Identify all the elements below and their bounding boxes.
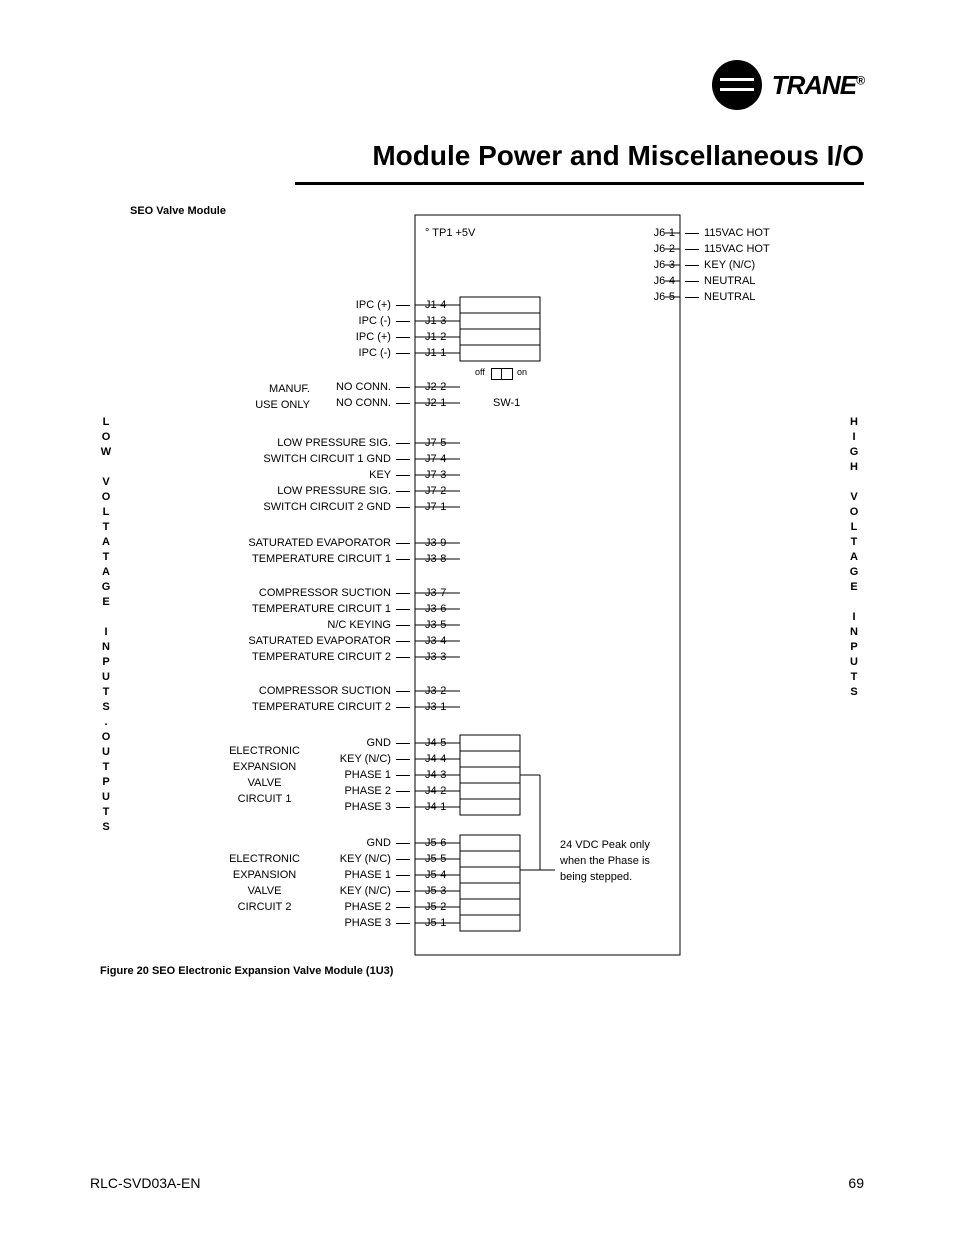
tp1-label: ° TP1 +5V: [425, 227, 475, 239]
module-title: SEO Valve Module: [130, 205, 226, 217]
module-outline: [100, 205, 860, 965]
pin-label: J4-2: [425, 785, 446, 797]
signal-label: N/C KEYING: [327, 619, 410, 631]
signal-label: TEMPERATURE CIRCUIT 2: [252, 701, 410, 713]
pin-label: J6-5: [654, 291, 675, 303]
signal-label: PHASE 1: [344, 769, 410, 781]
signal-label: GND: [367, 737, 411, 749]
pin-label: J7-5: [425, 437, 446, 449]
pin-label: J7-2: [425, 485, 446, 497]
pin-label: J1-1: [425, 347, 446, 359]
page-number: 69: [848, 1175, 864, 1191]
pin-label: J3-4: [425, 635, 446, 647]
signal-label: 115VAC HOT: [685, 227, 770, 239]
figure-caption: Figure 20 SEO Electronic Expansion Valve…: [100, 965, 393, 977]
signal-label: SATURATED EVAPORATOR: [248, 635, 410, 647]
pin-label: J3-8: [425, 553, 446, 565]
signal-label: NO CONN.: [336, 381, 410, 393]
pin-label: J5-1: [425, 917, 446, 929]
signal-label: PHASE 2: [344, 785, 410, 797]
page-title: Module Power and Miscellaneous I/O: [372, 140, 864, 172]
pin-label: J6-1: [654, 227, 675, 239]
pin-label: J3-1: [425, 701, 446, 713]
pin-label: J6-2: [654, 243, 675, 255]
sw-on-label: on: [517, 367, 527, 377]
signal-label: GND: [367, 837, 411, 849]
right-side-label: HIGH VOLTAGE INPUTS: [848, 415, 860, 700]
pin-label: J4-5: [425, 737, 446, 749]
signal-label: TEMPERATURE CIRCUIT 1: [252, 603, 410, 615]
signal-label: KEY (N/C): [340, 753, 410, 765]
sw1-label: SW-1: [493, 397, 520, 409]
signal-label: KEY (N/C): [340, 853, 410, 865]
pin-label: J3-5: [425, 619, 446, 631]
pin-label: J5-3: [425, 885, 446, 897]
pin-label: J4-1: [425, 801, 446, 813]
signal-label: NEUTRAL: [685, 291, 755, 303]
signal-label: PHASE 2: [344, 901, 410, 913]
pin-label: J2-2: [425, 381, 446, 393]
signal-label: NEUTRAL: [685, 275, 755, 287]
pin-label: J3-2: [425, 685, 446, 697]
module-diagram: SEO Valve Module ° TP1 +5V J6-1 115VAC H…: [100, 205, 860, 965]
j2-group-label: MANUF.USE ONLY: [255, 381, 310, 413]
j5-group-label: ELECTRONICEXPANSIONVALVECIRCUIT 2: [229, 851, 300, 915]
signal-label: LOW PRESSURE SIG.: [277, 437, 410, 449]
j4-group-label: ELECTRONICEXPANSIONVALVECIRCUIT 1: [229, 743, 300, 807]
doc-id: RLC-SVD03A-EN: [90, 1175, 200, 1191]
signal-label: TEMPERATURE CIRCUIT 1: [252, 553, 410, 565]
left-side-label: LOW VOLTATAGE INPUTS.OUTPUTS: [100, 415, 112, 835]
pin-label: J5-5: [425, 853, 446, 865]
pin-label: J1-3: [425, 315, 446, 327]
signal-label: PHASE 3: [344, 801, 410, 813]
pin-label: J1-2: [425, 331, 446, 343]
signal-label: SWITCH CIRCUIT 2 GND: [263, 501, 410, 513]
pin-label: J5-4: [425, 869, 446, 881]
signal-label: NO CONN.: [336, 397, 410, 409]
pin-label: J7-1: [425, 501, 446, 513]
signal-label: TEMPERATURE CIRCUIT 2: [252, 651, 410, 663]
pin-label: J5-2: [425, 901, 446, 913]
signal-label: LOW PRESSURE SIG.: [277, 485, 410, 497]
signal-label: IPC (+): [356, 331, 410, 343]
pin-label: J6-3: [654, 259, 675, 271]
signal-label: IPC (-): [359, 315, 410, 327]
j5-note: 24 VDC Peak onlywhen the Phase isbeing s…: [560, 837, 650, 885]
pin-label: J6-4: [654, 275, 675, 287]
signal-label: PHASE 3: [344, 917, 410, 929]
pin-label: J2-1: [425, 397, 446, 409]
signal-label: IPC (-): [359, 347, 410, 359]
brand-text: TRANE®: [772, 70, 864, 101]
signal-label: COMPRESSOR SUCTION: [259, 685, 410, 697]
brand-logo: TRANE®: [712, 60, 864, 110]
signal-label: COMPRESSOR SUCTION: [259, 587, 410, 599]
pin-label: J3-3: [425, 651, 446, 663]
pin-label: J7-3: [425, 469, 446, 481]
signal-label: SWITCH CIRCUIT 1 GND: [263, 453, 410, 465]
pin-label: J4-4: [425, 753, 446, 765]
title-rule: [295, 182, 864, 185]
signal-label: PHASE 1: [344, 869, 410, 881]
pin-label: J7-4: [425, 453, 446, 465]
signal-label: SATURATED EVAPORATOR: [248, 537, 410, 549]
signal-label: KEY (N/C): [685, 259, 755, 271]
signal-label: 115VAC HOT: [685, 243, 770, 255]
pin-label: J5-6: [425, 837, 446, 849]
pin-label: J3-7: [425, 587, 446, 599]
signal-label: IPC (+): [356, 299, 410, 311]
pin-label: J3-9: [425, 537, 446, 549]
pin-label: J4-3: [425, 769, 446, 781]
signal-label: KEY: [369, 469, 410, 481]
sw1-switch: off on: [491, 368, 513, 380]
signal-label: KEY (N/C): [340, 885, 410, 897]
sw-off-label: off: [475, 367, 485, 377]
pin-label: J1-4: [425, 299, 446, 311]
pin-label: J3-6: [425, 603, 446, 615]
logo-mark-icon: [712, 60, 762, 110]
